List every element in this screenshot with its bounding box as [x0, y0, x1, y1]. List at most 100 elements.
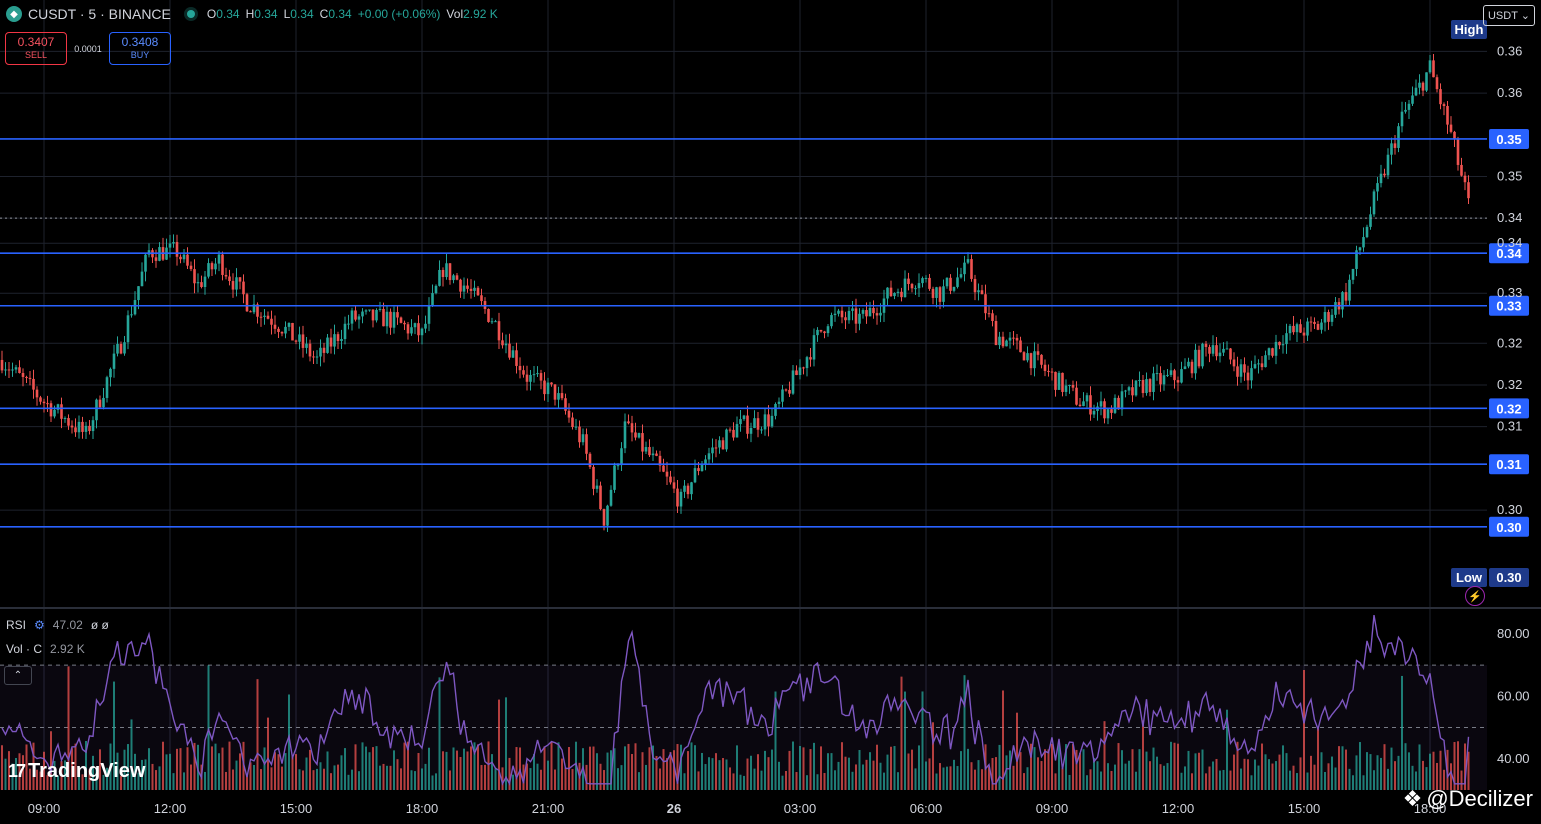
volume-bar: [631, 754, 633, 790]
candle-body: [945, 277, 949, 287]
candle-body: [585, 434, 588, 454]
candle: [1169, 363, 1173, 377]
candle: [718, 436, 721, 454]
candle: [308, 339, 312, 362]
candle-body: [364, 310, 368, 312]
currency-selector[interactable]: USDT ⌄: [1482, 5, 1535, 26]
candle: [868, 301, 872, 317]
candle: [1383, 168, 1386, 178]
candle: [270, 310, 273, 335]
symbol-title[interactable]: CUSDT · 5 · BINANCE: [28, 6, 171, 22]
candle: [1033, 342, 1036, 377]
candle-body: [977, 290, 980, 293]
volume-bar: [1436, 762, 1438, 790]
candle: [1197, 345, 1201, 369]
candle: [1274, 334, 1278, 365]
buy-button[interactable]: 0.3408 BUY: [109, 32, 171, 65]
chevron-up-icon: ⌃: [13, 670, 23, 681]
volume-bar: [554, 769, 556, 790]
candle-body: [389, 311, 392, 328]
candle: [1285, 323, 1288, 354]
volume-bar: [218, 753, 220, 790]
candle-body: [711, 447, 714, 454]
volume-bar: [1390, 747, 1393, 790]
candle-body: [620, 448, 623, 466]
volume-bar: [505, 697, 507, 790]
volume-bar: [95, 768, 98, 790]
volume-bar: [60, 761, 63, 790]
volume-bar: [1345, 749, 1347, 790]
volume-bar: [641, 752, 644, 790]
candle: [147, 243, 151, 258]
volume-legend[interactable]: Vol · C 2.92 K: [6, 642, 85, 656]
volume-bar: [267, 717, 269, 790]
price-axis: 0.360.360.350.340.340.330.320.320.310.30…: [1497, 43, 1530, 765]
volume-bar: [1254, 759, 1256, 790]
volume-bar: [99, 749, 101, 790]
candle: [1229, 348, 1232, 365]
level-lines: 0.35 0.34 0.33 0.32 0.31 0.30: [0, 128, 1529, 537]
volume-bar: [1100, 771, 1102, 790]
candle: [1155, 364, 1159, 381]
candle: [903, 270, 907, 298]
volume-bar: [344, 748, 346, 790]
volume-bar: [907, 753, 910, 790]
volume-bar: [414, 771, 416, 790]
low-value-label: 0.30: [1496, 570, 1521, 585]
collapse-legend-button[interactable]: ⌃: [4, 666, 32, 685]
volume-bar: [953, 759, 955, 790]
candle: [1092, 404, 1096, 419]
candle: [973, 274, 977, 301]
volume-bar: [351, 769, 353, 790]
candle-body: [1099, 401, 1103, 407]
candle-body: [935, 287, 938, 298]
candle: [347, 314, 350, 330]
candle: [277, 326, 280, 339]
volume-bar: [848, 757, 850, 790]
volume-bar: [522, 764, 525, 790]
ohlc-low: L0.34: [283, 7, 314, 21]
candle-body: [840, 310, 844, 318]
candle: [585, 428, 588, 461]
volume-bar: [897, 772, 899, 790]
candle: [459, 278, 462, 298]
candle-body: [686, 485, 690, 495]
candle: [357, 314, 361, 329]
price-tick-label: 0.34: [1497, 210, 1522, 225]
candle-body: [991, 313, 994, 322]
candle-body: [130, 314, 133, 316]
volume-bar: [78, 769, 80, 790]
volume-bar: [1208, 766, 1211, 790]
candle: [343, 316, 347, 345]
candle-body: [1316, 324, 1320, 330]
volume-bar: [46, 775, 49, 790]
volume-bar: [974, 769, 976, 790]
candle-body: [1050, 371, 1054, 373]
volume-bar: [732, 773, 735, 790]
volume-bar: [466, 751, 469, 790]
candle: [1243, 357, 1246, 381]
volume-bar: [1131, 749, 1134, 790]
candle-body: [539, 373, 543, 381]
candle: [406, 322, 410, 340]
lightning-icon[interactable]: ⚡: [1465, 586, 1485, 606]
candle: [1113, 394, 1117, 415]
candle-body: [872, 308, 875, 314]
candle-body: [203, 276, 207, 287]
candle: [1341, 291, 1344, 318]
volume-bar: [813, 742, 815, 790]
time-tick-label: 12:00: [154, 801, 187, 816]
candle-body: [599, 485, 602, 510]
volume-bar: [298, 769, 301, 790]
candle: [844, 311, 847, 330]
volume-bar: [1065, 744, 1067, 790]
candle-body: [312, 356, 315, 358]
volume-bar: [302, 770, 304, 790]
volume-bar: [53, 760, 56, 790]
candle: [403, 320, 406, 331]
candle-body: [1250, 368, 1253, 381]
candle: [32, 369, 35, 399]
time-tick-label: 06:00: [910, 801, 943, 816]
rsi-legend[interactable]: RSI ⚙ 47.02 ø ø: [6, 618, 109, 632]
sell-button[interactable]: 0.3407 SELL: [5, 32, 67, 65]
